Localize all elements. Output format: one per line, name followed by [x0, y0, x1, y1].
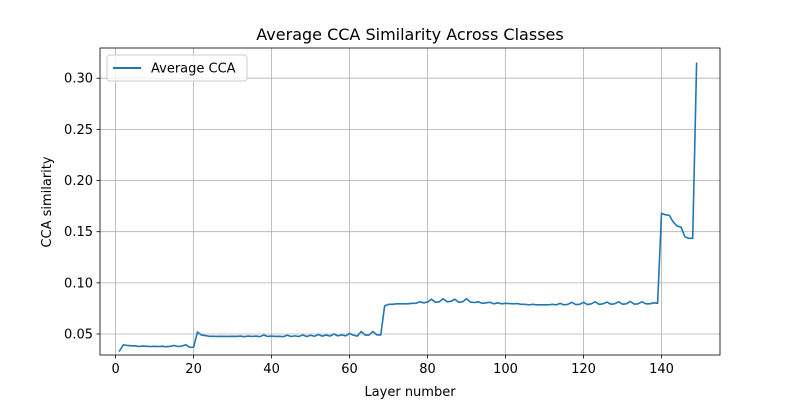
y-tick-label: 0.30	[64, 72, 93, 87]
y-tick-label: 0.20	[64, 174, 93, 189]
x-tick-label: 20	[185, 362, 202, 377]
grid	[100, 48, 720, 355]
x-tick-label: 100	[493, 362, 518, 377]
chart-title: Average CCA Similarity Across Classes	[256, 25, 563, 44]
x-axis-ticks: 0 20 40 60 80 100 120 140	[111, 355, 674, 377]
plot-area-frame	[99, 47, 721, 356]
y-tick-label: 0.10	[64, 276, 93, 291]
legend-label: Average CCA	[151, 62, 236, 77]
x-axis-label: Layer number	[364, 385, 456, 400]
legend-box	[106, 54, 248, 82]
y-axis-ticks: 0.05 0.10 0.15 0.20 0.25 0.30	[64, 72, 100, 343]
x-tick-label: 120	[571, 362, 596, 377]
y-tick-label: 0.25	[64, 123, 93, 138]
x-tick-label: 140	[649, 362, 674, 377]
x-tick-label: 0	[111, 362, 119, 377]
x-tick-label: 60	[341, 362, 358, 377]
y-axis-label: CCA similarity	[40, 156, 55, 247]
series-layer	[118, 62, 698, 353]
legend: Average CCA	[106, 54, 248, 82]
x-tick-label: 80	[419, 362, 436, 377]
x-tick-label: 40	[263, 362, 280, 377]
y-tick-label: 0.05	[64, 328, 93, 343]
series-line-average-cca	[118, 62, 698, 353]
y-tick-label: 0.15	[64, 225, 93, 240]
